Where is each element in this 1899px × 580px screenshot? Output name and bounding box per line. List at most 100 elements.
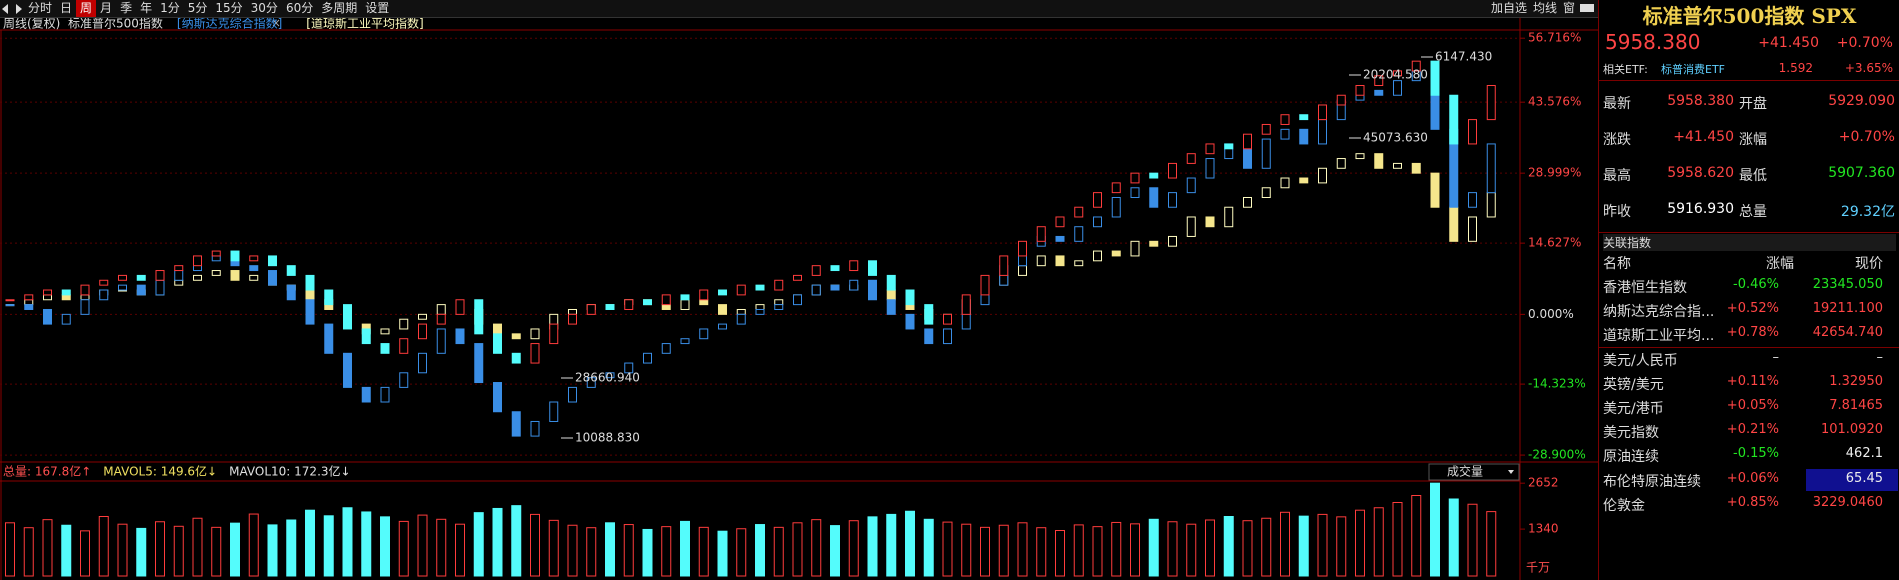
index-price: 101.0920 bbox=[1820, 422, 1883, 438]
column-header: 涨幅 bbox=[1766, 256, 1794, 272]
index-name[interactable]: 香港恒生指数 bbox=[1603, 280, 1687, 296]
period-tab[interactable]: 分时 bbox=[28, 1, 53, 15]
tool-button[interactable]: 均线 bbox=[1532, 1, 1557, 15]
candle bbox=[1111, 250, 1121, 257]
volume-bar bbox=[848, 520, 859, 577]
y-tick-label: 14.627% bbox=[1528, 236, 1581, 250]
period-tab[interactable]: 周 bbox=[76, 0, 97, 17]
candle bbox=[924, 304, 934, 325]
index-name[interactable]: 美元/人民币 bbox=[1603, 352, 1678, 369]
volume-bar bbox=[286, 519, 297, 577]
y-tick-label: 43.576% bbox=[1528, 95, 1581, 109]
candle bbox=[661, 343, 671, 354]
candle bbox=[343, 352, 352, 388]
volume-selector[interactable]: 成交量 bbox=[1447, 464, 1483, 479]
index-price: 19211.100 bbox=[1812, 301, 1883, 317]
candle bbox=[1261, 187, 1271, 198]
selector-box[interactable] bbox=[1428, 463, 1520, 481]
candle bbox=[718, 289, 727, 296]
volume-bar bbox=[1430, 482, 1440, 577]
period-tab[interactable]: 日 bbox=[60, 1, 73, 15]
volume-unit: 千万 bbox=[1526, 561, 1550, 575]
period-tab[interactable]: 季 bbox=[120, 1, 133, 15]
candle bbox=[624, 362, 634, 374]
menu-icon[interactable] bbox=[1580, 4, 1594, 12]
legend-entry: 标准普尔500指数 bbox=[68, 16, 163, 31]
nav-arrows[interactable] bbox=[0, 2, 24, 16]
volume-bar bbox=[361, 511, 372, 577]
tool-bar: 加自选 均线窗 bbox=[1488, 0, 1598, 17]
candle bbox=[380, 328, 390, 335]
index-price: – bbox=[1876, 349, 1884, 365]
candle bbox=[493, 323, 502, 335]
index-name[interactable]: 纳斯达克综合指... bbox=[1603, 304, 1715, 321]
index-name[interactable]: 布伦特原油连续 bbox=[1603, 473, 1701, 490]
field-label: 昨收 bbox=[1603, 204, 1631, 220]
volume-bar bbox=[1148, 518, 1159, 577]
candle bbox=[718, 323, 727, 330]
candle bbox=[399, 372, 409, 388]
candle bbox=[549, 401, 559, 422]
index-name[interactable]: 英镑/美元 bbox=[1603, 376, 1664, 393]
candle bbox=[886, 299, 896, 315]
dropdown-arrow[interactable] bbox=[1508, 470, 1514, 474]
period-tab[interactable]: 设置 bbox=[365, 1, 390, 15]
candle bbox=[661, 294, 671, 306]
volume-bar bbox=[436, 518, 447, 577]
candle bbox=[1224, 206, 1234, 228]
candle bbox=[774, 304, 784, 310]
volume-bar bbox=[605, 522, 615, 577]
index-name[interactable]: 原油连续 bbox=[1603, 449, 1659, 466]
candle bbox=[418, 323, 427, 340]
tool-button[interactable]: 加自选 bbox=[1490, 1, 1527, 15]
etf-name[interactable]: 标普消费ETF bbox=[1661, 63, 1725, 76]
y-tick-label: -14.323% bbox=[1528, 377, 1586, 391]
candle bbox=[1055, 216, 1065, 228]
volume-bar bbox=[155, 521, 165, 577]
candle bbox=[211, 255, 221, 262]
index-name[interactable]: 伦敦金 bbox=[1603, 497, 1645, 514]
candle bbox=[1486, 85, 1496, 121]
period-tab[interactable]: 1分 bbox=[160, 1, 180, 15]
index-name[interactable]: 美元/港币 bbox=[1603, 401, 1664, 417]
period-tab[interactable]: 30分 bbox=[250, 1, 278, 15]
candle bbox=[136, 284, 146, 296]
volume-bar bbox=[455, 523, 465, 577]
candle bbox=[61, 294, 71, 301]
volume-bar bbox=[1167, 521, 1178, 577]
volume-bar bbox=[1411, 495, 1422, 577]
volume-bar bbox=[511, 505, 522, 577]
index-name[interactable]: 美元指数 bbox=[1603, 425, 1659, 442]
candle bbox=[493, 382, 502, 413]
candle bbox=[1430, 60, 1440, 96]
candle bbox=[80, 294, 90, 301]
candle bbox=[380, 343, 390, 354]
period-tab[interactable]: 多周期 bbox=[321, 1, 358, 15]
index-name[interactable]: 道琼斯工业平均... bbox=[1603, 328, 1715, 345]
period-tab[interactable]: 15分 bbox=[215, 1, 243, 15]
candle bbox=[1111, 182, 1121, 194]
candle bbox=[849, 260, 859, 272]
volume-bar bbox=[1130, 523, 1140, 577]
period-tab[interactable]: 5分 bbox=[187, 1, 208, 15]
section-title: 关联指数 bbox=[1603, 234, 1896, 251]
candle bbox=[868, 260, 877, 276]
y-tick-label: -28.900% bbox=[1528, 448, 1586, 462]
candle bbox=[1280, 128, 1290, 140]
volume-bar bbox=[61, 524, 72, 577]
candle bbox=[699, 289, 709, 301]
candle bbox=[961, 294, 971, 315]
period-tab[interactable]: 月 bbox=[100, 1, 113, 15]
period-tab[interactable]: 60分 bbox=[285, 1, 314, 15]
candle bbox=[830, 284, 840, 291]
legend-entry: [纳斯达克综合指数] bbox=[177, 16, 282, 31]
close-icon[interactable] bbox=[272, 19, 280, 27]
candle bbox=[1055, 255, 1065, 267]
volume-bar bbox=[998, 524, 1009, 577]
candle bbox=[1093, 250, 1102, 262]
candle bbox=[361, 386, 371, 403]
candle bbox=[1318, 119, 1327, 145]
volume-bar bbox=[736, 528, 747, 577]
period-tab[interactable]: 年 bbox=[140, 1, 153, 15]
tool-button[interactable]: 窗 bbox=[1562, 1, 1575, 15]
